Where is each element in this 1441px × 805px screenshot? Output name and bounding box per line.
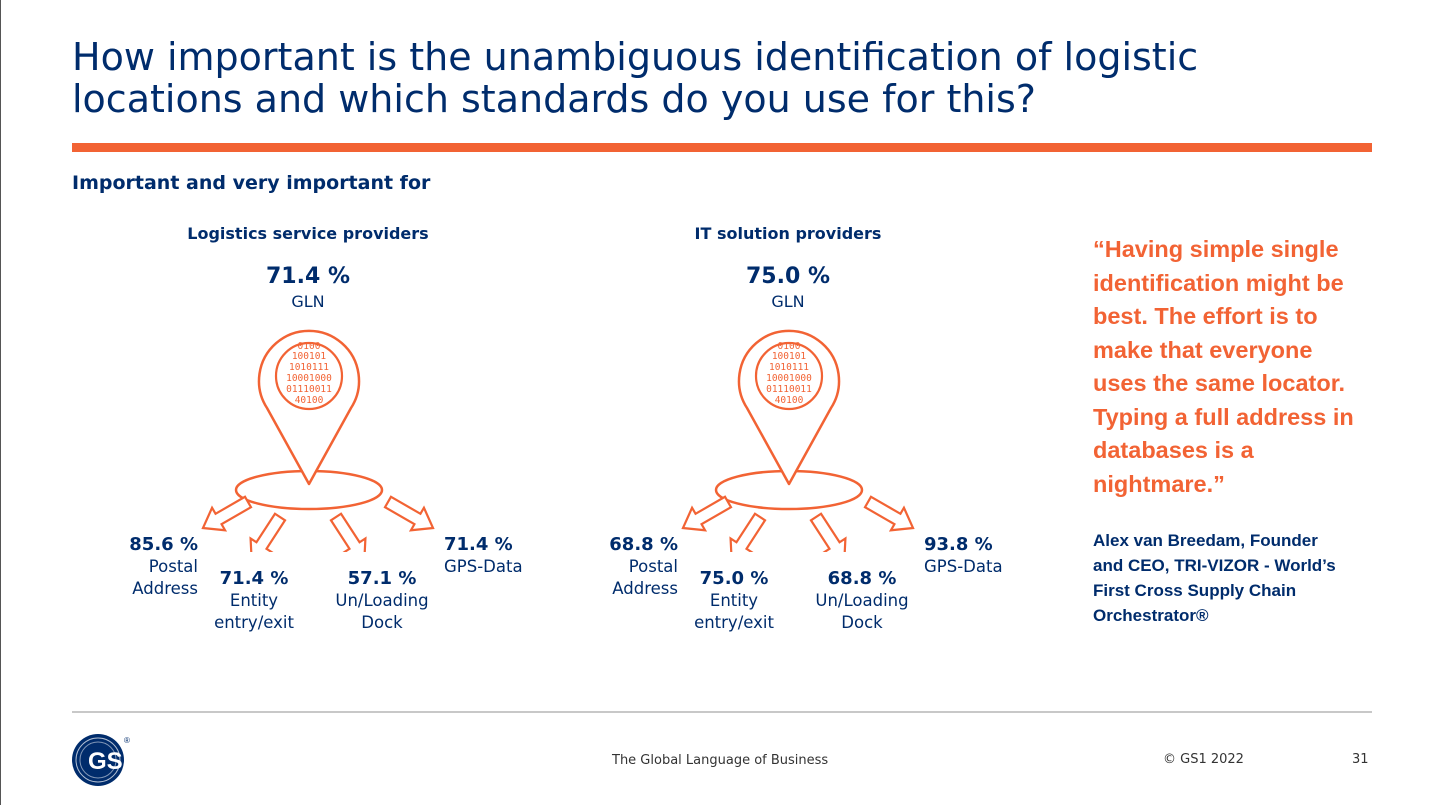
pin-outline [257, 329, 361, 486]
stat-label: GPS-Data [924, 557, 1003, 576]
quote-attribution: Alex van Breedam, Founder and CEO, TRI-V… [1093, 528, 1383, 628]
stat-value: 68.8 % [827, 568, 897, 589]
binary-digits: 100101 [772, 351, 807, 362]
arrow-icon [863, 495, 915, 532]
stat-label: entry/exit [694, 613, 774, 632]
stat-label: Address [612, 579, 678, 598]
gln-label: GLN [291, 292, 325, 311]
page-number: 31 [1352, 752, 1369, 767]
attribution-line: and CEO, TRI-VIZOR - World’s [1093, 556, 1336, 575]
stat-unloading-dock: 68.8 % Un/Loading Dock [807, 568, 917, 634]
stat-label: Un/Loading [335, 591, 429, 610]
stat-value: 57.1 % [347, 568, 417, 589]
testimonial-quote: “Having simple single identification mig… [1093, 233, 1383, 501]
binary-digits: 1010111 [769, 362, 809, 373]
section-subtitle: Important and very important for [72, 172, 431, 194]
stat-postal-address: 85.6 % Postal Address [116, 534, 198, 600]
stat-label: Postal [628, 557, 678, 576]
binary-digits: 10001000 [286, 373, 332, 384]
attribution-line: Orchestrator® [1093, 606, 1209, 625]
binary-digits: 01110011 [286, 384, 332, 395]
binary-digits: 40100 [775, 395, 804, 406]
arrow-icon [681, 495, 733, 532]
svg-text:®: ® [124, 736, 130, 745]
stat-postal-address: 68.8 % Postal Address [596, 534, 678, 600]
slide-title: How important is the unambiguous identif… [72, 36, 1362, 120]
attribution-line: Alex van Breedam, Founder [1093, 531, 1318, 550]
arrow-icon [329, 512, 367, 552]
stat-label: Entity [709, 591, 759, 610]
quote-line: databases is a [1093, 437, 1254, 463]
stat-label: Un/Loading [815, 591, 909, 610]
stat-label: Dock [841, 613, 883, 632]
stat-value: 71.4 % [444, 534, 513, 555]
gln-value: 75.0 % [746, 264, 830, 289]
stat-unloading-dock: 57.1 % Un/Loading Dock [327, 568, 437, 634]
binary-digits: 10001000 [766, 373, 812, 384]
gln-label: GLN [771, 292, 805, 311]
stat-label: Postal [148, 557, 198, 576]
arrow-icon [809, 512, 847, 552]
binary-digits: 0100 [298, 341, 321, 352]
quote-line: nightmare.” [1093, 470, 1225, 497]
quote-line: uses the same locator. [1093, 370, 1346, 396]
quote-line: “Having simple single [1093, 236, 1339, 262]
gs1-logo: GS1 ® [72, 734, 136, 786]
stat-label: entry/exit [214, 613, 294, 632]
binary-digits: 40100 [295, 395, 324, 406]
arrow-icon [729, 512, 767, 552]
footer-divider [72, 711, 1372, 713]
stat-gps-data: 71.4 % GPS-Data [444, 534, 544, 578]
title-line-2: locations and which standards do you use… [72, 77, 1036, 121]
stat-gps-data: 93.8 % GPS-Data [924, 534, 1024, 578]
footer-copyright: © GS1 2022 [1163, 752, 1244, 767]
title-line-1: How important is the unambiguous identif… [72, 35, 1199, 79]
panel-logistics-service-providers: Logistics service providers 71.4 % GLN 0… [68, 222, 548, 662]
binary-digits: 0100 [778, 341, 801, 352]
stat-value: 85.6 % [129, 534, 198, 555]
stat-value: 93.8 % [924, 534, 993, 555]
panel-title: IT solution providers [694, 224, 882, 243]
pin-outline [737, 329, 841, 486]
quote-line: best. The effort is to [1093, 303, 1318, 329]
attribution-line: First Cross Supply Chain [1093, 581, 1297, 600]
gln-value: 71.4 % [266, 264, 350, 289]
stat-label: Entity [229, 591, 279, 610]
arrow-icon [249, 512, 287, 552]
stat-entity-entry-exit: 75.0 % Entity entry/exit [679, 568, 789, 634]
binary-digits: 01110011 [766, 384, 812, 395]
footer-tagline: The Global Language of Business [612, 753, 829, 768]
stat-label: Dock [361, 613, 403, 632]
quote-line: Typing a full address in [1093, 403, 1354, 430]
stat-label: GPS-Data [444, 557, 523, 576]
binary-data-icon [754, 341, 824, 411]
panel-it-solution-providers: IT solution providers 75.0 % GLN 0100 100… [548, 222, 1028, 662]
binary-digits: 1010111 [289, 362, 329, 373]
slide-left-edge [0, 0, 1, 805]
quote-line: make that everyone [1093, 336, 1313, 363]
binary-digits: 100101 [292, 351, 327, 362]
stat-entity-entry-exit: 71.4 % Entity entry/exit [199, 568, 309, 634]
stat-value: 68.8 % [609, 534, 678, 555]
stat-label: Address [132, 579, 198, 598]
svg-text:GS1: GS1 [88, 748, 136, 775]
quote-line: identification might be [1093, 269, 1344, 296]
stat-value: 75.0 % [699, 568, 769, 589]
binary-data-icon [274, 341, 344, 411]
stat-value: 71.4 % [219, 568, 289, 589]
title-divider [72, 143, 1372, 152]
panel-title: Logistics service providers [187, 224, 429, 243]
arrow-icon [201, 495, 253, 532]
arrow-icon [383, 495, 435, 532]
